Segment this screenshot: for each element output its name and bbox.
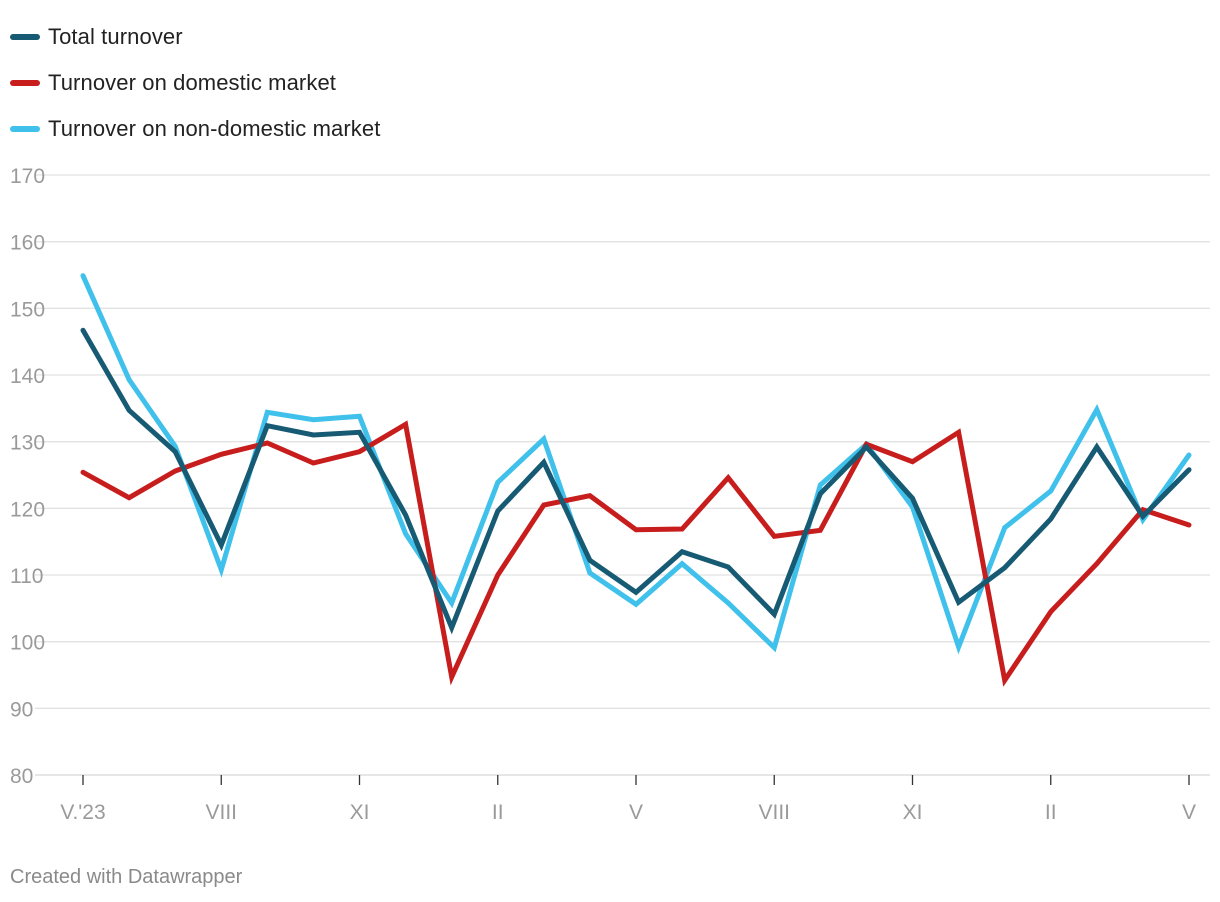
x-tick-label-12: V: [629, 801, 643, 824]
y-tick-label-90: 90: [10, 698, 33, 721]
x-tick-label-21: II: [1045, 801, 1057, 824]
legend-item-domestic: Turnover on domestic market: [10, 60, 380, 106]
y-tick-label-120: 120: [10, 498, 45, 521]
legend-swatch-non-domestic: [10, 126, 40, 132]
y-tick-label-140: 140: [10, 365, 45, 388]
x-tick-label-15: VIII: [758, 801, 790, 824]
legend: Total turnover Turnover on domestic mark…: [10, 14, 380, 152]
y-tick-label-110: 110: [10, 565, 43, 588]
legend-label-non-domestic: Turnover on non-domestic market: [48, 116, 381, 141]
x-tick-label-24: V: [1182, 801, 1196, 824]
x-tick-label-9: II: [492, 801, 504, 824]
legend-swatch-domestic: [10, 80, 40, 86]
legend-label-total: Total turnover: [48, 24, 183, 49]
y-tick-label-100: 100: [10, 632, 45, 655]
x-tick-label-18: XI: [903, 801, 923, 824]
legend-label-domestic: Turnover on domestic market: [48, 70, 336, 95]
y-tick-label-160: 160: [10, 232, 45, 255]
credit-text: Created with Datawrapper: [10, 866, 243, 888]
y-tick-label-80: 80: [10, 765, 33, 788]
x-tick-label-0: V.'23: [60, 801, 105, 824]
x-tick-label-6: XI: [350, 801, 370, 824]
legend-item-total: Total turnover: [10, 14, 380, 60]
y-tick-label-170: 170: [10, 165, 45, 188]
y-tick-label-150: 150: [10, 298, 45, 321]
y-tick-label-130: 130: [10, 432, 45, 455]
x-tick-label-3: VIII: [205, 801, 237, 824]
legend-item-non-domestic: Turnover on non-domestic market: [10, 106, 380, 152]
legend-swatch-total: [10, 34, 40, 40]
